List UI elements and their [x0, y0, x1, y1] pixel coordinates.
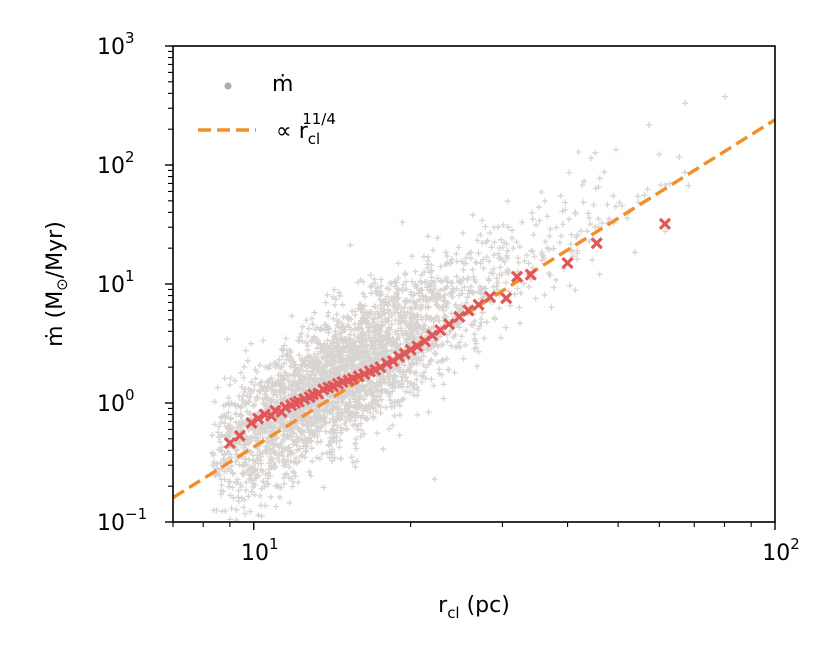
legend-dot-marker	[224, 82, 232, 90]
binned-median-point	[453, 310, 466, 323]
y-axis-label: ṁ (M⊙/Myr)	[43, 221, 71, 347]
binned-median-point	[658, 217, 672, 231]
binned-median-point	[426, 329, 439, 342]
binned-median-point	[590, 237, 603, 250]
scatter-cloud-points	[209, 93, 728, 522]
x-axis-label: rcl (pc)	[438, 593, 510, 622]
binned-median-point	[245, 416, 258, 430]
legend: ṁ ∝ rcl11/4	[198, 72, 336, 148]
binned-median-point	[374, 361, 387, 374]
x-tick-label: 102	[762, 535, 800, 566]
binned-median-point	[411, 340, 424, 353]
legend-label-mdot: ṁ	[272, 72, 293, 97]
y-tick-label: 103	[97, 29, 135, 60]
fit-line-layer	[173, 118, 775, 500]
binned-median-point	[472, 298, 485, 311]
binned-median-point	[392, 350, 406, 363]
binned-median-point	[223, 437, 237, 450]
x-tick-label: 101	[241, 535, 279, 566]
power-law-fit-line	[173, 118, 775, 500]
y-tick-label: 100	[97, 386, 135, 417]
axes-layer: 101 102 10−1 100 101 102 103	[97, 29, 800, 566]
y-tick-label: 10−1	[97, 505, 147, 536]
binned-median-point	[483, 290, 497, 303]
binned-median-point	[462, 304, 475, 317]
axis-labels: rcl (pc) ṁ (M⊙/Myr)	[43, 221, 510, 622]
binned-median-point	[442, 318, 456, 331]
scatter-cloud-layer	[209, 93, 728, 522]
y-tick-label: 101	[97, 267, 135, 298]
y-tick-label: 102	[97, 148, 135, 179]
binned-median-point	[404, 343, 417, 356]
binned-median-point	[434, 323, 447, 337]
binned-median-point	[500, 292, 513, 305]
binned-median-point	[524, 268, 537, 281]
legend-label-powerlaw: ∝ rcl11/4	[276, 110, 336, 148]
binned-median-point	[252, 412, 265, 425]
binned-median-layer	[223, 217, 672, 450]
binned-median-point	[233, 429, 246, 442]
binned-median-point	[561, 256, 574, 270]
binned-median-point	[510, 270, 524, 283]
